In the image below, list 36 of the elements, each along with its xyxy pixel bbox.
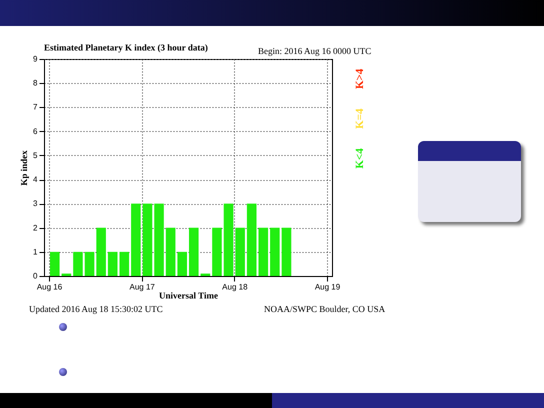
bar [50, 252, 60, 276]
x-tick-label: Aug 16 [36, 282, 63, 292]
bar [282, 228, 292, 276]
x-tick-label: Aug 19 [314, 282, 341, 292]
x-tick-label: Aug 17 [129, 282, 156, 292]
x-axis-title: Universal Time [159, 290, 218, 300]
bar [258, 228, 268, 276]
y-tick-label: 0 [33, 272, 38, 280]
y-tick-label: 6 [33, 126, 38, 136]
y-tick-label: 1 [33, 247, 38, 256]
y-tick-label: 2 [33, 223, 38, 232]
bar [108, 252, 118, 276]
y-tick-label: 8 [33, 78, 38, 88]
y-tick-label: 3 [33, 199, 38, 208]
bar [246, 204, 257, 276]
y-tick-label: 7 [33, 102, 38, 112]
y-axis-title: Kp index [19, 150, 30, 186]
y-tick-label: 5 [33, 150, 38, 160]
chart-title: Estimated Planetary K index (3 hour data) [44, 42, 208, 52]
bar [131, 204, 141, 276]
text: NOAA/SWPC Boulder, CO USA [264, 304, 386, 314]
bar [119, 252, 130, 276]
bar [270, 228, 280, 276]
bar [177, 252, 188, 276]
bar [188, 228, 199, 276]
text: Begin: 2016 Aug 16 0000 UTC [258, 46, 372, 56]
legend-label: K=4 [354, 108, 366, 129]
bar [235, 228, 245, 276]
text: Updated 2016 Aug 18 15:30:02 UTC [29, 304, 163, 314]
bar [96, 228, 106, 276]
bar [166, 228, 176, 276]
text: K<4 [354, 148, 366, 169]
y-tick-label: 4 [33, 175, 38, 184]
x-tick-label: Aug 18 [222, 282, 248, 292]
legend-label: K>4 [354, 68, 366, 90]
y-tick-label: 9 [33, 54, 38, 64]
